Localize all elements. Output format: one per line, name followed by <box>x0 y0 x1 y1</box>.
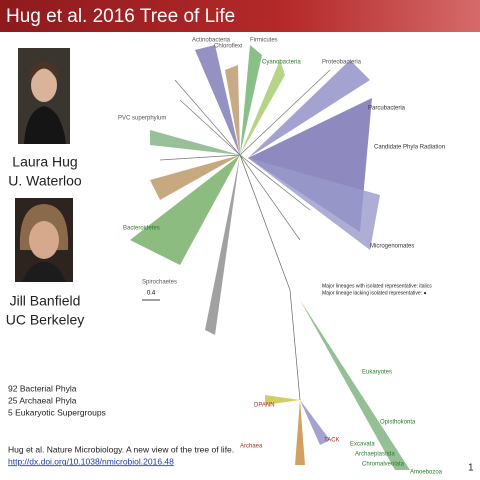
page-number: 1 <box>468 463 474 474</box>
clade-label: Opisthokonta <box>380 420 416 426</box>
scale-label: 0.4 <box>147 291 156 297</box>
tree <box>130 45 410 470</box>
clade-label: Candidate Phyla Radiation <box>374 145 445 151</box>
legend-entry: Major lineage lacking isolated represent… <box>322 290 426 296</box>
clade-label: Microgenomates <box>370 244 414 250</box>
clade-label: DPANN <box>254 403 275 409</box>
clade-label: Bacteroidetes <box>123 226 160 232</box>
clade-label: TACK <box>324 438 340 444</box>
citation-link[interactable]: http://dx.doi.org/10.1038/nmicrobiol.201… <box>8 456 174 466</box>
tree-labels: Parcubacteria Candidate Phyla Radiation … <box>118 38 445 476</box>
person-affiliation: UC Berkeley <box>6 312 85 328</box>
citation: Hug et al. Nature Microbiology. A new vi… <box>8 444 234 454</box>
clade-label: Excavata <box>350 442 375 448</box>
person-name: Laura Hug <box>12 154 77 170</box>
clade-label: Spirochaetes <box>142 280 177 286</box>
clade-label: Firmicutes <box>250 38 278 44</box>
clade-label: Proteobacteria <box>322 60 362 66</box>
person-name: Jill Banfield <box>10 293 81 309</box>
clade-label: Parcubacteria <box>368 106 406 112</box>
stat-line: 25 Archaeal Phyla <box>8 395 77 405</box>
stat-line: 92 Bacterial Phyla <box>8 383 77 393</box>
title-bar <box>0 0 480 32</box>
photo <box>18 48 70 144</box>
clade-label: Amoebozoa <box>410 470 443 476</box>
clade-label: Eukaryotes <box>362 370 392 376</box>
photo <box>15 198 73 282</box>
slide-title: Hug et al. 2016 Tree of Life <box>6 6 235 27</box>
legend-entry: Major lineages with isolated representat… <box>322 283 432 289</box>
clade-label: Archaeplastida <box>355 452 395 458</box>
clade-label: Chloroflexi <box>214 44 242 50</box>
clade-label: Archaea <box>240 444 263 450</box>
person-affiliation: U. Waterloo <box>8 173 82 189</box>
clade-label: PVC superphylum <box>118 116 166 122</box>
clade-label: Chromalveolata <box>362 462 405 468</box>
stat-line: 5 Eukaryotic Supergroups <box>8 407 106 417</box>
clade-label: Actinobacteria <box>192 38 231 44</box>
clade-label: Cyanobacteria <box>262 60 301 66</box>
